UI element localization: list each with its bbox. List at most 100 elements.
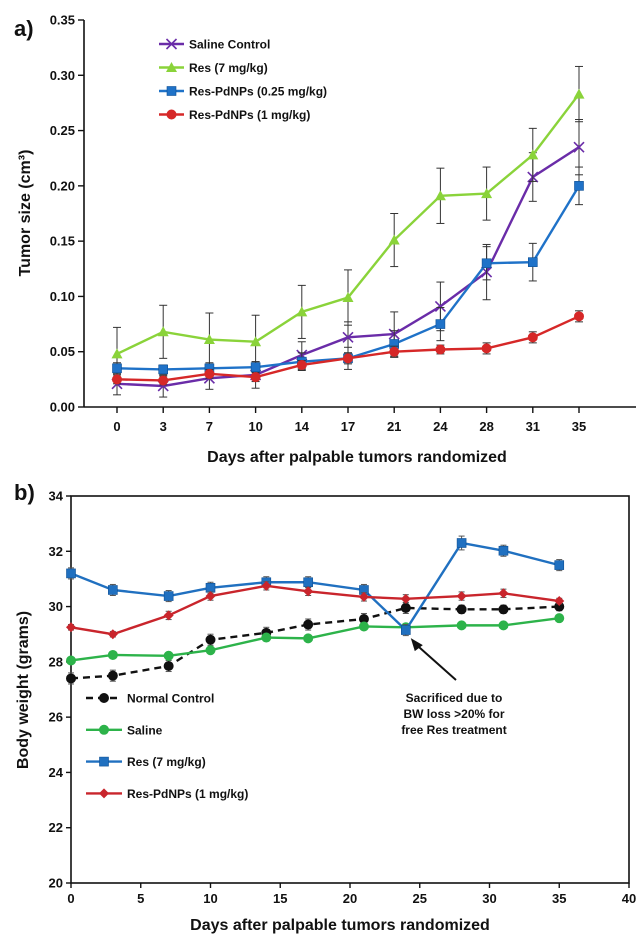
x-tick-label: 35: [572, 419, 586, 434]
legend-label: Res-PdNPs (0.25 mg/kg): [189, 85, 327, 99]
annotation-arrow-shaft: [416, 644, 457, 681]
legend-swatch-marker: [165, 38, 178, 50]
series-3: [66, 580, 565, 640]
y-tick-label: 0.10: [50, 289, 75, 304]
data-point: [574, 311, 584, 322]
data-point: [434, 300, 446, 312]
legend-label: Saline: [127, 723, 163, 737]
legend-label: Res-PdNPs (1 mg/kg): [127, 787, 248, 801]
legend-item: Normal Control: [86, 692, 214, 706]
data-point: [66, 568, 76, 579]
y-tick-label: 34: [49, 489, 64, 504]
data-point: [554, 560, 565, 570]
chart-a-series: [111, 65, 585, 398]
y-tick-label: 0.30: [50, 68, 75, 83]
data-point: [342, 331, 354, 343]
series-0: [66, 601, 565, 685]
chart-b-plot-box: [70, 495, 630, 884]
y-tick-label: 0.35: [50, 13, 75, 28]
data-point-stroke-2: [342, 331, 354, 343]
data-point: [204, 368, 215, 379]
x-tick-label: 28: [479, 419, 493, 434]
data-point: [157, 326, 169, 337]
legend-swatch-marker: [99, 756, 109, 767]
data-point: [400, 593, 411, 604]
data-point: [66, 622, 76, 633]
legend-label: Normal Control: [127, 692, 214, 706]
data-point: [158, 375, 169, 386]
data-point: [112, 374, 122, 385]
legend-item: Res-PdNPs (1 mg/kg): [159, 108, 310, 122]
chart-b-y-ticks: 20 22 24 26 28 30 32 34: [49, 489, 71, 891]
y-tick-label: 28: [49, 654, 63, 669]
data-point: [554, 613, 565, 624]
legend-label: Saline Control: [189, 38, 270, 52]
chart-a-y-axis-title: Tumor size (cm³): [17, 150, 34, 277]
data-point: [554, 596, 565, 607]
data-point: [527, 257, 538, 267]
data-point: [481, 188, 493, 199]
data-point: [456, 591, 467, 602]
x-tick-label: 0: [113, 419, 120, 434]
data-point-stroke-2: [434, 300, 446, 312]
chart-a-x-ticks: 0 3 7 10 14 17 21 24 28 31 35: [113, 407, 586, 434]
data-point: [111, 348, 123, 359]
chart-b-legend: Normal Control Saline Res (7 mg/kg) Res-PdN…: [86, 692, 248, 801]
legend-label: Res (7 mg/kg): [127, 755, 206, 769]
chart-a-x-axis-title: Days after palpable tumors randomized: [207, 449, 507, 466]
data-point: [261, 632, 272, 643]
legend-item: Saline Control: [159, 38, 270, 52]
chart-b-series: [66, 535, 565, 685]
y-tick-label: 26: [49, 710, 63, 725]
data-point: [66, 673, 76, 684]
chart-a-y-ticks: 0.00 0.05 0.10 0.15 0.20 0.25 0.30 0.35: [50, 13, 84, 415]
data-point: [400, 602, 411, 613]
annotation-arrow-head: [410, 638, 423, 652]
data-point: [108, 585, 118, 595]
x-tick-label: 10: [248, 419, 262, 434]
panel-a-label: a): [14, 16, 34, 41]
data-point: [435, 319, 446, 329]
data-point: [163, 650, 174, 661]
data-point: [205, 645, 216, 656]
legend-swatch-marker: [166, 62, 177, 72]
data-point: [66, 655, 76, 666]
data-point: [250, 372, 261, 383]
legend-item: Res (7 mg/kg): [159, 61, 268, 75]
annotation-text-line: BW loss >20% for: [403, 707, 504, 721]
annotation-text-line: Sacrificed due to: [406, 691, 503, 705]
data-point: [527, 149, 539, 160]
x-tick-label: 14: [295, 419, 310, 434]
data-point: [163, 610, 174, 621]
legend-item: Res (7 mg/kg): [86, 755, 206, 769]
series-line: [70, 605, 560, 680]
legend-swatch-marker: [99, 788, 109, 799]
x-tick-label: 31: [526, 419, 540, 434]
x-tick-label: 25: [413, 891, 427, 906]
x-tick-label: 20: [343, 891, 357, 906]
data-point: [250, 362, 261, 372]
data-point: [303, 633, 314, 644]
data-point: [481, 343, 492, 354]
data-point: [498, 588, 509, 599]
data-point: [498, 620, 509, 631]
data-point: [456, 604, 467, 615]
chart-a-tumor-size: a) 0.00 0.05 0.10 0.15 0.20 0.25 0.30 0.35 0 3 7 1…: [14, 13, 636, 466]
data-point: [205, 591, 216, 602]
y-tick-label: 30: [49, 599, 63, 614]
data-point: [358, 591, 369, 602]
data-point: [205, 634, 216, 645]
x-tick-label: 15: [273, 891, 287, 906]
legend-swatch-marker-stroke-2: [165, 38, 178, 50]
chart-a-plot-frame: [84, 20, 636, 406]
data-point: [112, 363, 122, 374]
y-tick-label: 0.15: [50, 234, 75, 249]
series-1: [66, 613, 565, 666]
data-point: [498, 545, 509, 556]
x-tick-label: 3: [160, 419, 167, 434]
x-tick-label: 40: [622, 891, 636, 906]
data-point: [456, 620, 467, 631]
data-point-stroke-2: [573, 141, 585, 153]
chart-b-annotation: Sacrificed due to BW loss >20% for free Re…: [401, 638, 507, 737]
